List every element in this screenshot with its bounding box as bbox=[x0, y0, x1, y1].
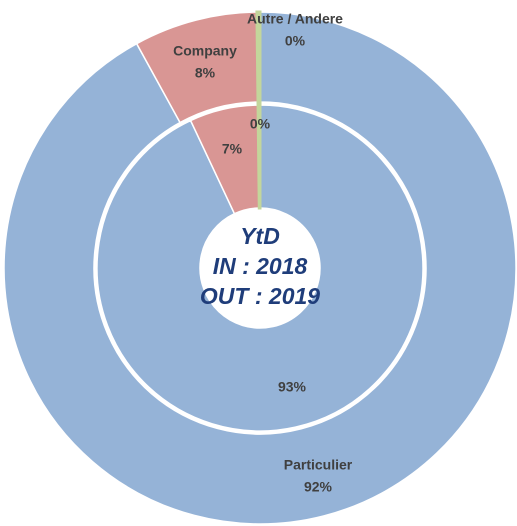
donut-slice bbox=[3, 11, 517, 525]
value-label: 0% bbox=[250, 116, 271, 132]
value-label: 7% bbox=[222, 141, 243, 157]
value-label: 8% bbox=[195, 65, 216, 81]
center-text: IN : 2018 bbox=[213, 253, 308, 279]
category-label: Autre / Andere bbox=[247, 11, 343, 27]
value-label: 0% bbox=[285, 33, 306, 49]
category-label: Particulier bbox=[284, 457, 353, 473]
category-label: Company bbox=[173, 43, 237, 59]
value-label: 92% bbox=[304, 479, 333, 495]
donut-slice bbox=[255, 10, 262, 104]
center-text: OUT : 2019 bbox=[200, 283, 320, 309]
center-text: YtD bbox=[240, 223, 280, 249]
donut-slice bbox=[256, 103, 262, 210]
value-label: 93% bbox=[278, 379, 307, 395]
donut-slice bbox=[96, 104, 424, 432]
